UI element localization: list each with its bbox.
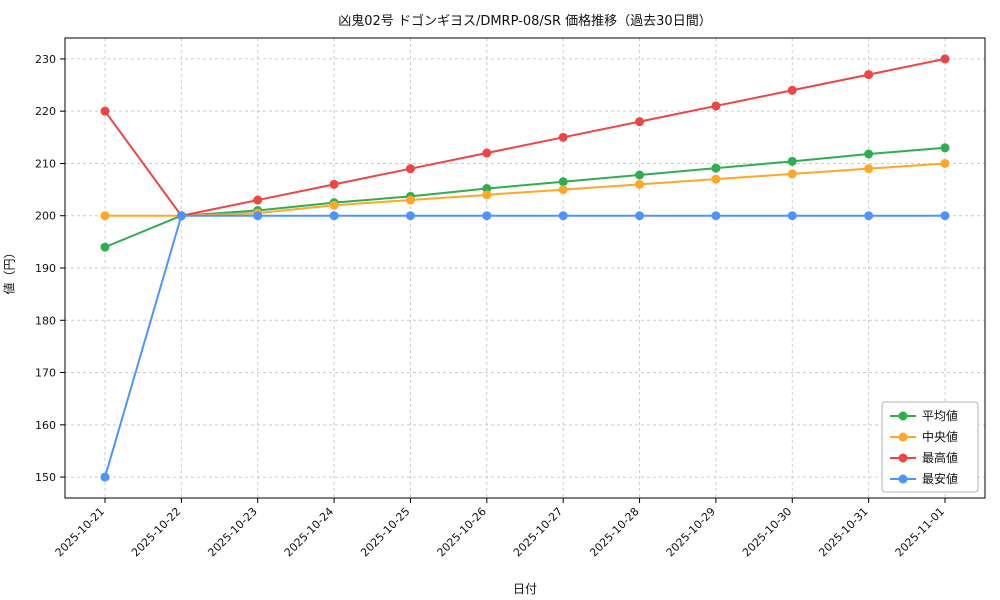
series-marker bbox=[787, 169, 797, 179]
legend-marker bbox=[898, 411, 908, 421]
series-marker bbox=[405, 211, 415, 221]
legend-label: 最安値 bbox=[922, 471, 958, 486]
y-tick-label: 190 bbox=[35, 262, 56, 275]
series-marker bbox=[482, 148, 492, 158]
plot-border bbox=[64, 37, 986, 499]
x-tick-label: 2025-11-01 bbox=[893, 505, 947, 559]
series-marker bbox=[787, 211, 797, 221]
series-marker bbox=[405, 164, 415, 174]
series-marker bbox=[864, 164, 874, 174]
x-axis-label: 日付 bbox=[512, 582, 537, 596]
series-marker bbox=[635, 170, 645, 180]
x-tick-label: 2025-10-31 bbox=[816, 505, 870, 559]
series-marker bbox=[787, 85, 797, 95]
series-marker bbox=[711, 174, 721, 184]
series-marker bbox=[100, 472, 110, 482]
series-marker bbox=[329, 200, 339, 210]
series-marker bbox=[100, 106, 110, 116]
series-marker bbox=[482, 211, 492, 221]
series-marker bbox=[558, 185, 568, 195]
series-marker bbox=[176, 211, 186, 221]
series-marker bbox=[558, 211, 568, 221]
y-tick-label: 230 bbox=[35, 53, 56, 66]
series-marker bbox=[558, 132, 568, 142]
series-marker bbox=[940, 143, 950, 153]
series-marker bbox=[711, 163, 721, 173]
legend-box bbox=[881, 401, 979, 493]
series-line bbox=[105, 162, 946, 217]
series-marker bbox=[329, 179, 339, 189]
x-tick-label: 2025-10-28 bbox=[587, 505, 641, 559]
y-tick-label: 210 bbox=[35, 157, 56, 170]
series-marker bbox=[100, 242, 110, 252]
y-tick-label: 180 bbox=[35, 314, 56, 327]
series-marker bbox=[864, 70, 874, 80]
x-tick-label: 2025-10-24 bbox=[282, 505, 336, 559]
chart-title: 凶鬼02号 ドゴンギヨス/DMRP-08/SR 価格推移（過去30日間） bbox=[338, 14, 712, 29]
x-tick-label: 2025-10-27 bbox=[511, 505, 565, 559]
x-tick-label: 2025-10-23 bbox=[205, 505, 259, 559]
y-tick-label: 220 bbox=[35, 105, 56, 118]
series-marker bbox=[940, 54, 950, 64]
legend-label: 最高値 bbox=[922, 450, 958, 465]
x-tick-label: 2025-10-29 bbox=[664, 505, 718, 559]
y-tick-label: 160 bbox=[35, 419, 56, 432]
series-marker bbox=[405, 195, 415, 205]
y-tick-label: 170 bbox=[35, 367, 56, 380]
series-marker bbox=[787, 156, 797, 166]
series-marker bbox=[864, 149, 874, 159]
series-marker bbox=[940, 158, 950, 168]
series-marker bbox=[635, 211, 645, 221]
series-line bbox=[104, 146, 946, 249]
series-marker bbox=[253, 195, 263, 205]
series-marker bbox=[635, 117, 645, 127]
legend-marker bbox=[898, 474, 908, 484]
series-marker bbox=[329, 211, 339, 221]
series-marker bbox=[100, 211, 110, 221]
legend-label: 中央値 bbox=[922, 429, 958, 444]
series-line bbox=[104, 214, 945, 478]
series-marker bbox=[635, 179, 645, 189]
series-marker bbox=[940, 211, 950, 221]
x-tick-label: 2025-10-21 bbox=[53, 505, 107, 559]
series-marker bbox=[864, 211, 874, 221]
series-marker bbox=[558, 177, 568, 187]
x-tick-label: 2025-10-30 bbox=[740, 505, 794, 559]
legend-label: 平均値 bbox=[922, 408, 958, 423]
series-marker bbox=[253, 211, 263, 221]
legend-marker bbox=[898, 453, 908, 463]
series-marker bbox=[711, 101, 721, 111]
y-tick-label: 150 bbox=[35, 471, 56, 484]
y-tick-label: 200 bbox=[35, 210, 56, 223]
series-marker bbox=[482, 184, 492, 194]
series-line bbox=[104, 57, 946, 217]
legend-marker bbox=[898, 432, 908, 442]
series-marker bbox=[482, 190, 492, 200]
x-tick-label: 2025-10-26 bbox=[435, 505, 489, 559]
x-tick-label: 2025-10-22 bbox=[129, 505, 183, 559]
series-marker bbox=[711, 211, 721, 221]
x-tick-label: 2025-10-25 bbox=[358, 505, 412, 559]
